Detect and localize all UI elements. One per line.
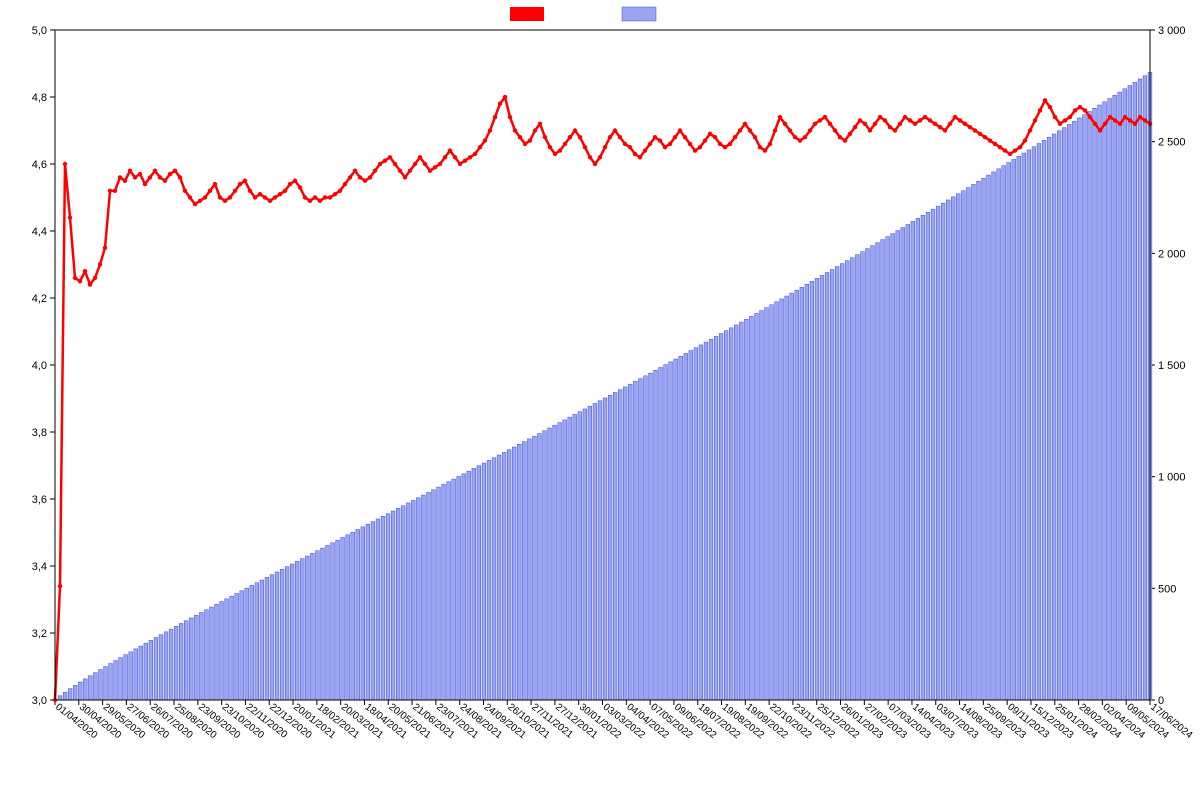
y-right-tick-label: 1 000 [1158, 472, 1186, 484]
y-left-tick-label: 3,2 [32, 628, 47, 640]
y-left-tick-label: 4,6 [32, 159, 47, 171]
y-left-tick-label: 5,0 [32, 25, 47, 37]
y-right-tick-label: 2 000 [1158, 248, 1186, 260]
y-left-tick-label: 4,4 [32, 226, 47, 238]
legend-swatch-bar [622, 7, 656, 21]
y-right-tick-label: 2 500 [1158, 137, 1186, 149]
chart-canvas: 3,03,23,43,63,84,04,24,44,64,85,005001 0… [0, 0, 1200, 800]
y-right-tick-label: 500 [1158, 583, 1176, 595]
y-left-tick-label: 4,8 [32, 92, 47, 104]
y-left-tick-label: 4,2 [32, 293, 47, 305]
y-right-tick-label: 3 000 [1158, 25, 1186, 37]
legend-swatch-line [510, 7, 544, 21]
dual-axis-chart: 3,03,23,43,63,84,04,24,44,64,85,005001 0… [0, 0, 1200, 800]
y-right-tick-label: 1 500 [1158, 360, 1186, 372]
y-left-tick-label: 3,8 [32, 427, 47, 439]
y-left-tick-label: 4,0 [32, 360, 47, 372]
y-left-tick-label: 3,0 [32, 695, 47, 707]
y-left-tick-label: 3,4 [32, 561, 47, 573]
y-left-tick-label: 3,6 [32, 494, 47, 506]
